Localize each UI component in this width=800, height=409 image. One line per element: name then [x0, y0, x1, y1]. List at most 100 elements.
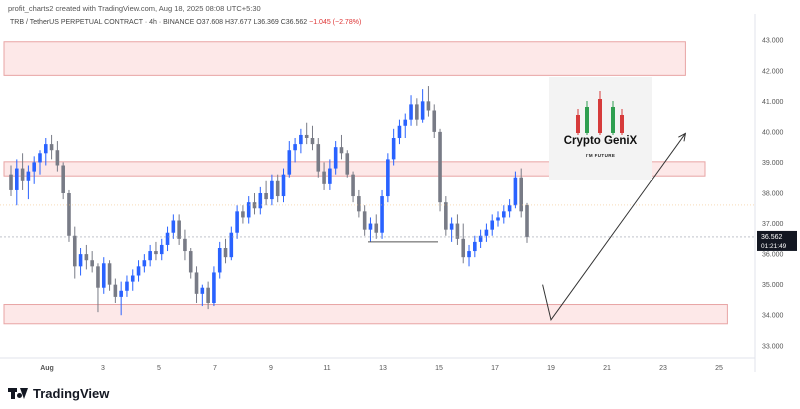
candle-body	[61, 165, 65, 193]
candle-body	[368, 223, 373, 230]
projection-line	[542, 133, 686, 321]
candle-body	[478, 235, 483, 242]
candle-body	[177, 220, 181, 239]
candle-body	[252, 202, 257, 209]
candle-body	[130, 275, 135, 282]
candle-body	[513, 177, 518, 206]
time-tick-label: 19	[547, 365, 555, 372]
candle-body	[49, 144, 54, 151]
logo-title: Crypto GeniX	[563, 135, 638, 147]
candle-body	[159, 244, 164, 255]
price-tick-label: 42.000	[762, 68, 784, 75]
candle-body	[78, 254, 83, 267]
time-tick-label: 5	[157, 365, 161, 372]
candle-body	[38, 153, 42, 163]
symbol-name[interactable]: TRB / TetherUS PERPETUAL CONTRACT · 4h ·…	[10, 19, 195, 26]
candle-body	[391, 138, 396, 160]
candle-body	[125, 281, 129, 291]
candle-body	[200, 287, 205, 294]
candle-body	[206, 287, 210, 303]
candlestick-chart[interactable]: 33.000 34.000 35.000 36.000 37.000 38.000 39.0…	[0, 0, 800, 380]
candle-body	[165, 232, 170, 245]
candle-body	[223, 248, 228, 258]
ohlc-high: H37.677	[225, 19, 252, 26]
price-tick-label: 39.000	[762, 160, 784, 167]
candle-body	[310, 138, 315, 145]
candle-body	[345, 153, 350, 175]
candle-body	[136, 266, 141, 276]
tradingview-brand[interactable]: TradingView	[8, 386, 109, 401]
candle-body	[246, 202, 251, 218]
candle-body	[287, 150, 292, 175]
candle-body	[171, 220, 176, 233]
candle-body	[154, 251, 158, 255]
time-tick-label: Aug	[40, 365, 54, 372]
candle-body	[84, 254, 89, 261]
projection-arrowhead	[678, 132, 687, 142]
candle-body	[258, 193, 263, 209]
candle-body	[420, 101, 425, 120]
candle-body	[409, 104, 413, 120]
symbol-header: TRB / TetherUS PERPETUAL CONTRACT · 4h ·…	[10, 19, 361, 26]
candle-body	[386, 159, 390, 197]
candle-body	[142, 260, 147, 267]
candle-body	[67, 193, 71, 236]
price-tick-label: 35.000	[762, 282, 784, 289]
candle-body	[316, 144, 321, 172]
candle-body	[96, 266, 100, 288]
price-tag-value: 36.562	[761, 234, 783, 241]
candle-body	[397, 125, 402, 138]
time-tick-label: 23	[659, 365, 667, 372]
price-tick-label: 33.000	[762, 343, 784, 350]
time-tick-label: 15	[435, 365, 443, 372]
candle-body	[351, 174, 355, 197]
candle-body	[113, 284, 118, 297]
candle-body	[525, 204, 529, 237]
candle-body	[444, 202, 448, 230]
candle-body	[432, 110, 437, 132]
candle-body	[449, 223, 454, 230]
time-tick-label: 17	[491, 365, 499, 372]
time-tick-label: 9	[269, 365, 273, 372]
candle-body	[293, 144, 297, 151]
candle-body	[235, 211, 239, 233]
price-change: −1.045 (−2.78%)	[309, 19, 362, 26]
candle-body	[403, 119, 408, 126]
ohlc-low: L36.369	[253, 19, 279, 26]
price-tick-label: 34.000	[762, 313, 784, 320]
candle-body	[229, 232, 234, 258]
candle-body	[415, 104, 419, 120]
candle-body	[101, 263, 106, 288]
candle-body	[15, 168, 19, 190]
time-tick-label: 25	[715, 365, 723, 372]
candle-body	[9, 174, 13, 190]
candle-body	[43, 144, 48, 154]
candle-body	[333, 147, 338, 169]
crypto-genix-logo: Crypto GeniX I'M FUTURE	[549, 77, 652, 180]
candle-body	[119, 290, 123, 297]
price-tick-label: 40.000	[762, 129, 784, 136]
zone-support	[3, 304, 728, 325]
candle-body	[241, 211, 245, 218]
candle-body	[380, 196, 384, 233]
ohlc-open: O37.608	[196, 19, 224, 26]
price-tick-label: 43.000	[762, 38, 784, 45]
zone-resistance-upper	[3, 41, 686, 76]
candle-body	[438, 131, 442, 203]
candle-body	[20, 168, 25, 181]
candle-body	[426, 101, 431, 111]
candle-body	[55, 150, 60, 166]
candle-body	[264, 193, 268, 200]
candle-body	[467, 251, 471, 258]
candle-body	[72, 235, 77, 267]
candle-body	[484, 229, 489, 236]
candle-body	[212, 272, 216, 303]
candle-body	[32, 162, 36, 172]
chart-attribution: profit_charts2 created with TradingView.…	[8, 4, 261, 13]
candle-body	[455, 223, 460, 239]
time-tick-label: 13	[379, 365, 387, 372]
candle-body	[362, 211, 367, 230]
time-tick-label: 11	[323, 365, 330, 372]
candle-body	[148, 251, 152, 261]
logo-subtitle: I'M FUTURE	[585, 153, 616, 158]
